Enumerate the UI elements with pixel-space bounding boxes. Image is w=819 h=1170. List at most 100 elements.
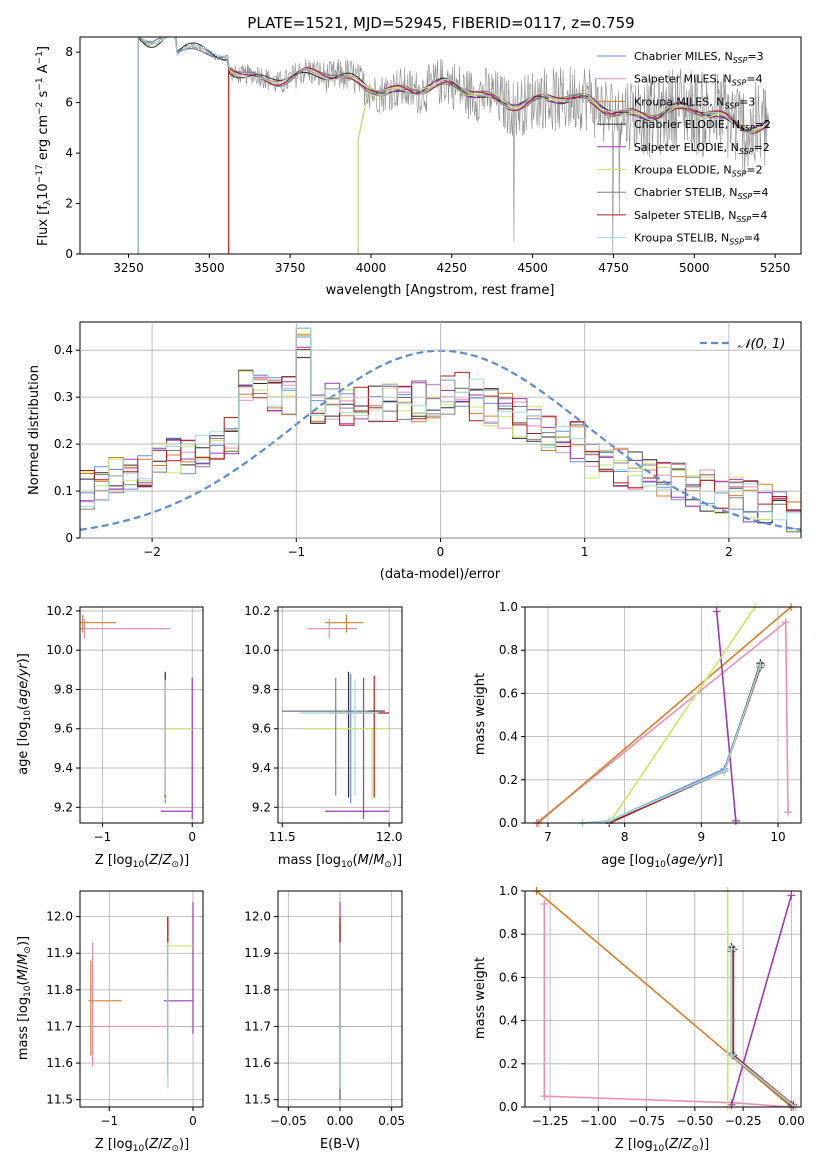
- y-tick-label: 12.0: [46, 910, 73, 924]
- legend-n: =4: [752, 186, 768, 199]
- legend-entry: Kroupa STELIB, NSSP=4: [634, 232, 760, 247]
- zw-ylabel: mass weight: [473, 957, 488, 1039]
- weight-line: [715, 611, 737, 821]
- y-tick-label: 12.0: [244, 910, 271, 924]
- errorbar-point: [160, 677, 193, 820]
- z-mass-grid: [80, 891, 203, 1107]
- y-tick-label: 9.8: [54, 682, 73, 696]
- errorbar-point: [299, 679, 379, 796]
- x-tick-label: 10: [770, 830, 785, 844]
- legend-entry: Salpeter STELIB, NSSP=4: [634, 209, 767, 224]
- y-tick-label: 1.0: [499, 884, 518, 898]
- x-tick-label: −0.05: [270, 1114, 307, 1128]
- y-tick-label: 11.7: [46, 1019, 73, 1033]
- legend-sub: SSP: [732, 170, 747, 179]
- x-tick-label: 8: [621, 830, 629, 844]
- x-tick-label: 9: [698, 830, 706, 844]
- y-tick-label: 11.5: [244, 1093, 271, 1107]
- spectrum-legend: Chabrier MILES, NSSP=3 Salpeter MILES, NS…: [597, 50, 771, 247]
- z-age-frame: [79, 606, 204, 824]
- mass-age-ticks: 11.5 12.0 9.2 9.4 9.6 9.8 10.0 10.2: [244, 604, 402, 844]
- ebv-mass-frame: [277, 890, 403, 1108]
- errorbar-point: [163, 901, 194, 1034]
- y-tick-label: 10.2: [244, 604, 271, 618]
- legend-n: =3: [747, 50, 763, 63]
- residuals-ticks: −2 −1 0 1 2 0 0.1 0.2 0.3 0.4: [54, 343, 733, 559]
- weight-marker: [731, 816, 740, 825]
- y-tick-label: 0.8: [499, 643, 518, 657]
- residuals-xlabel: (data-model)/error: [380, 567, 501, 582]
- z-weight-frame: [524, 890, 802, 1108]
- spectrum-xlabel: wavelength [Angstrom, rest frame]: [326, 283, 555, 298]
- y-tick-label: 0.4: [54, 343, 73, 357]
- weight-marker: [787, 891, 796, 900]
- spectrum-panel: wavelength [Angstrom, rest frame] Flux […: [35, 36, 802, 298]
- y-tick-label: 9.2: [54, 800, 73, 814]
- legend-sub: SSP: [724, 101, 739, 110]
- x-tick-label: 0: [188, 830, 196, 844]
- y-tick-label: 10.0: [244, 643, 271, 657]
- weight-line: [582, 665, 762, 824]
- normal-legend: 𝒩(0, 1): [700, 337, 785, 352]
- x-tick-label: 0.05: [378, 1114, 405, 1128]
- x-tick-label: 5250: [760, 261, 791, 275]
- y-tick-label: 9.4: [252, 761, 271, 775]
- x-tick-label: 0: [437, 545, 445, 559]
- weight-line: [608, 665, 762, 824]
- legend-sub: SSP: [732, 79, 747, 88]
- errorbar-point: [162, 728, 193, 800]
- errorbar-point: [282, 671, 385, 798]
- mass-age-grid: [278, 607, 402, 823]
- y-tick-label: 11.8: [46, 983, 73, 997]
- weight-line: [730, 895, 793, 1106]
- spectrum-ylabel: Flux [fλ10−17 erg cm−2 s−1 A−1]: [35, 46, 53, 246]
- z-mass-panel: −1 0 11.5 11.6 11.7 11.8 11.9 12.0: [46, 890, 204, 1128]
- em-xlabel: E(B-V): [320, 1137, 360, 1152]
- ma-xlabel: mass [log10(M/M⊙)]: [278, 853, 402, 870]
- z-weight-ticks: −1.25 −1.00 −0.75 −0.50 −0.25 0.00 0.0 0.2 0.4 0.…: [499, 884, 805, 1128]
- aw-ylabel: mass weight: [473, 673, 488, 755]
- y-tick-label: 0.4: [499, 1014, 518, 1028]
- x-tick-label: 12.0: [376, 830, 403, 844]
- model-spectrum: [80, 66, 769, 255]
- y-tick-label: 0.1: [54, 484, 73, 498]
- y-tick-label: 0.0: [499, 1100, 518, 1114]
- za-xlabel: Z [log10(Z/Z⊙)]: [95, 853, 189, 870]
- y-tick-label: 9.2: [252, 800, 271, 814]
- y-tick-label: 6: [65, 96, 73, 110]
- legend-entry: Chabrier MILES, NSSP=3: [634, 50, 764, 65]
- weight-marker: [727, 945, 736, 954]
- errorbar-point: [80, 618, 170, 639]
- y-tick-label: 10.2: [46, 604, 73, 618]
- zw-xlabel: Z [log10(Z/Z⊙)]: [615, 1137, 709, 1154]
- y-tick-label: 11.9: [244, 946, 271, 960]
- z-age-grid: [80, 607, 203, 823]
- z-mass-ticks: −1 0 11.5 11.6 11.7 11.8 11.9 12.0: [46, 910, 196, 1128]
- legend-entry: Chabrier STELIB, NSSP=4: [634, 186, 768, 201]
- x-tick-label: −0.50: [676, 1114, 713, 1128]
- aw-xlabel: age [log10(age/yr)]: [601, 853, 723, 870]
- weight-marker: [727, 1051, 736, 1060]
- figure-title: PLATE=1521, MJD=52945, FIBERID=0117, z=0…: [247, 14, 634, 32]
- x-tick-label: −1.25: [532, 1114, 569, 1128]
- y-tick-label: 8: [65, 45, 73, 59]
- legend-entry: Chabrier ELODIE, NSSP=2: [634, 118, 771, 133]
- legend-sub: SSP: [729, 238, 744, 247]
- legend-sub: SSP: [738, 192, 753, 201]
- weight-marker: [781, 618, 790, 627]
- errorbar-point: [80, 614, 116, 633]
- model-spectrum: [80, 82, 768, 255]
- legend-n: =2: [754, 141, 770, 154]
- weight-marker: [712, 607, 721, 616]
- legend-n: =2: [746, 164, 762, 177]
- weight-marker: [783, 808, 792, 817]
- x-tick-label: 7: [544, 830, 552, 844]
- legend-n: =3: [739, 95, 755, 108]
- y-tick-label: 10.0: [46, 643, 73, 657]
- legend-entry: Salpeter ELODIE, NSSP=2: [634, 141, 770, 156]
- x-tick-label: 0: [189, 1114, 197, 1128]
- y-tick-label: 0.2: [499, 773, 518, 787]
- x-tick-label: −1: [100, 1114, 118, 1128]
- legend-n: =4: [751, 209, 767, 222]
- x-tick-label: 2: [725, 545, 733, 559]
